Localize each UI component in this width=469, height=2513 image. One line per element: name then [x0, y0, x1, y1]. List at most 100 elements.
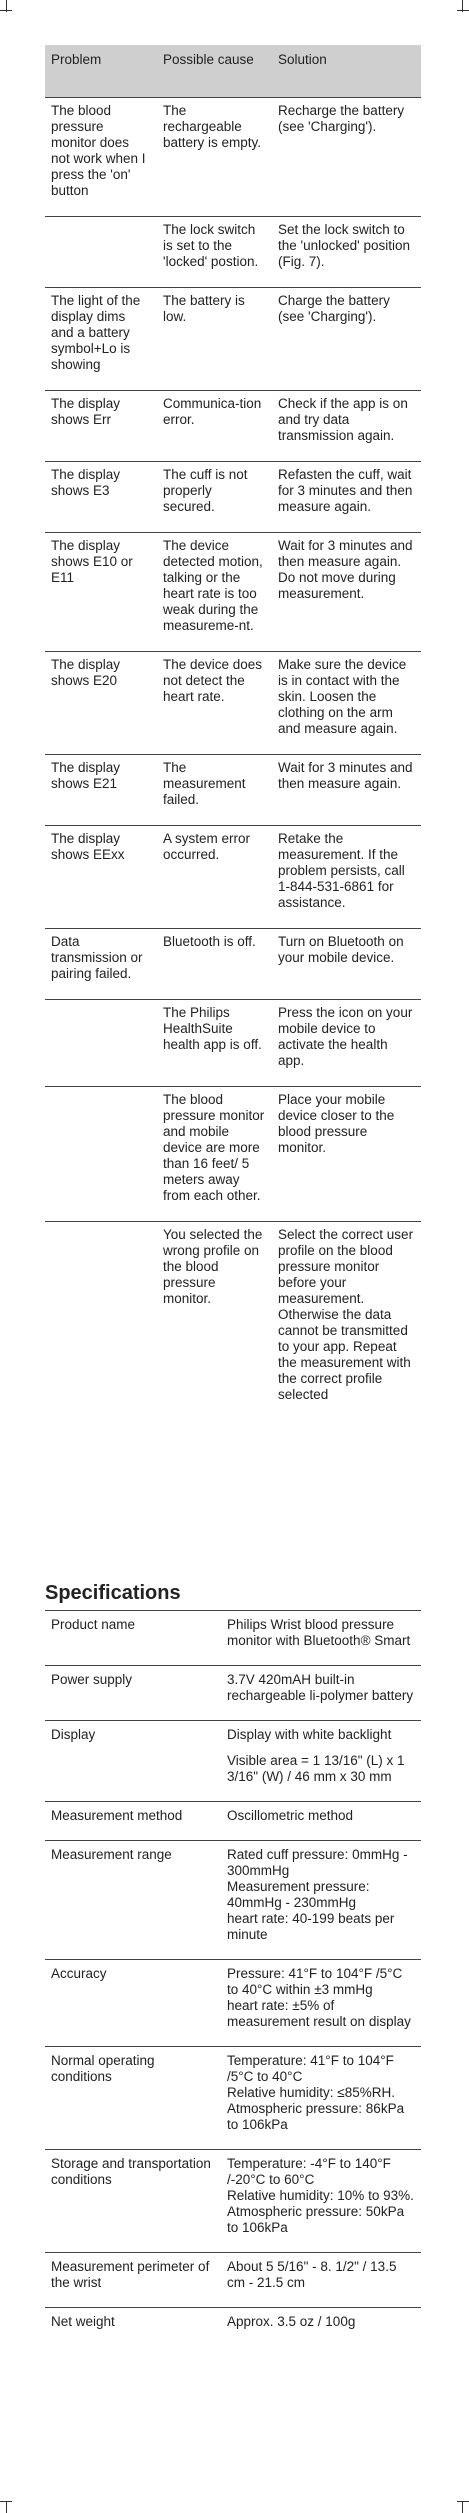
- table-row: The lock switch is set to the 'locked' p…: [45, 216, 421, 288]
- spec-label: Normal operating conditions: [45, 2046, 221, 2150]
- table-row: Data transmission or pairing failed. Blue…: [45, 928, 421, 1000]
- spec-row: Measurement range Rated cuff pressure: 0m…: [45, 1840, 421, 1960]
- table-row: The display shows E3 The cuff is not prop…: [45, 461, 421, 533]
- table-row: The light of the display dims and a batt…: [45, 287, 421, 391]
- solution-cell: Charge the battery (see 'Charging').: [272, 287, 421, 391]
- column-header: Possible cause: [157, 45, 272, 98]
- spec-row: Net weight Approx. 3.5 oz / 100g: [45, 2307, 421, 2346]
- solution-cell: Refasten the cuff, wait for 3 minutes an…: [272, 461, 421, 533]
- header-row: Problem Possible cause Solution: [45, 45, 421, 98]
- spec-line: Temperature: 41°F to 104°F /5°C to 40°C: [227, 2053, 394, 2084]
- spec-label: Product name: [45, 1610, 221, 1666]
- problem-cell: [45, 1221, 157, 1420]
- problem-cell: The display shows Err: [45, 390, 157, 462]
- spec-label: Measurement perimeter of the wrist: [45, 2252, 221, 2308]
- solution-cell: Set the lock switch to the 'unlocked' po…: [272, 216, 421, 288]
- spec-value: Oscillometric method: [221, 1801, 421, 1841]
- spec-row: Display Display with white backlight Visib…: [45, 1720, 421, 1802]
- problem-cell: Data transmission or pairing failed.: [45, 928, 157, 1000]
- crop-mark: [462, 2501, 463, 2513]
- cause-cell: The measurement failed.: [157, 754, 272, 826]
- table-row: The display shows EExx A system error occ…: [45, 825, 421, 929]
- problem-cell: [45, 999, 157, 1087]
- crop-mark: [457, 10, 469, 11]
- crop-mark: [6, 0, 7, 12]
- spec-label: Display: [45, 1720, 221, 1802]
- table-row: The display shows Err Communica-tion erro…: [45, 390, 421, 462]
- spec-row: Measurement perimeter of the wrist About …: [45, 2252, 421, 2308]
- problem-cell: The display shows E21: [45, 754, 157, 826]
- table-row: The blood pressure monitor does not work…: [45, 97, 421, 217]
- solution-cell: Check if the app is on and try data tran…: [272, 390, 421, 462]
- spec-row: Accuracy Pressure: 41°F to 104°F /5°C to …: [45, 1959, 421, 2047]
- cause-cell: Communica-tion error.: [157, 390, 272, 462]
- spec-line: About 5 5/16" - 8. 1/2" / 13.5 cm - 21.5…: [227, 2259, 397, 2290]
- spec-value: Philips Wrist blood pressure monitor wit…: [221, 1610, 421, 1666]
- spec-row: Power supply 3.7V 420mAH built-in recharg…: [45, 1665, 421, 1721]
- table-row: The display shows E21 The measurement fai…: [45, 754, 421, 826]
- spec-line: Display with white backlight: [227, 1727, 392, 1742]
- section-title: Specifications: [45, 1582, 181, 1604]
- spec-line: Pressure: 41°F to 104°F /5°C to 40°C wit…: [227, 1966, 403, 1997]
- cause-cell: The battery is low.: [157, 287, 272, 391]
- spec-line: Visible area = 1 13/16" (L) x 1 3/16" (W…: [227, 1753, 405, 1784]
- solution-cell: Turn on Bluetooth on your mobile device.: [272, 928, 421, 1000]
- spec-value: Display with white backlight Visible area…: [221, 1720, 421, 1802]
- cause-cell: The device detected motion, talking or t…: [157, 532, 272, 652]
- crop-mark: [6, 2501, 7, 2513]
- cause-cell: The cuff is not properly secured.: [157, 461, 272, 533]
- specifications-table: Product name Philips Wrist blood pressure…: [45, 1610, 421, 2346]
- spec-row: Measurement method Oscillometric method: [45, 1801, 421, 1841]
- spec-value: About 5 5/16" - 8. 1/2" / 13.5 cm - 21.5…: [221, 2252, 421, 2308]
- problem-cell: The display shows E20: [45, 651, 157, 755]
- spec-value: 3.7V 420mAH built-in rechargeable li-pol…: [221, 1665, 421, 1721]
- cause-cell: The rechargeable battery is empty.: [157, 97, 272, 217]
- problem-cell: The display shows E3: [45, 461, 157, 533]
- problem-cell: The display shows E10 or E11: [45, 532, 157, 652]
- spec-label: Measurement range: [45, 1840, 221, 1960]
- cause-cell: The device does not detect the heart rat…: [157, 651, 272, 755]
- spec-label: Measurement method: [45, 1801, 221, 1841]
- spec-value: Approx. 3.5 oz / 100g: [221, 2307, 421, 2346]
- spec-row: Normal operating conditions Temperature: …: [45, 2046, 421, 2150]
- problem-cell: [45, 1086, 157, 1222]
- cause-cell: The blood pressure monitor and mobile de…: [157, 1086, 272, 1222]
- column-header: Problem: [45, 45, 157, 98]
- cause-cell: You selected the wrong profile on the bl…: [157, 1221, 272, 1420]
- solution-cell: Place your mobile device closer to the b…: [272, 1086, 421, 1222]
- spec-value: Rated cuff pressure: 0mmHg - 300mmHg Meas…: [221, 1840, 421, 1960]
- spec-label: Power supply: [45, 1665, 221, 1721]
- solution-cell: Retake the measurement. If the problem p…: [272, 825, 421, 929]
- cause-cell: Bluetooth is off.: [157, 928, 272, 1000]
- crop-mark: [457, 2501, 469, 2502]
- troubleshooting-table: Problem Possible cause Solution The blood …: [45, 45, 421, 1420]
- spec-line: Atmospheric pressure: 50kPa to 106kPa: [227, 2204, 405, 2235]
- solution-cell: Press the icon on your mobile device to …: [272, 999, 421, 1087]
- solution-cell: Wait for 3 minutes and then measure agai…: [272, 754, 421, 826]
- spec-value: Temperature: 41°F to 104°F /5°C to 40°C R…: [221, 2046, 421, 2150]
- spec-value: Temperature: -4°F to 140°F /-20°C to 60°…: [221, 2149, 421, 2253]
- spec-line: Relative humidity: ≤85%RH.: [227, 2085, 395, 2100]
- spec-label: Net weight: [45, 2307, 221, 2346]
- spec-line: heart rate: ±5% of measurement result on…: [227, 1998, 411, 2029]
- crop-mark: [0, 2501, 12, 2502]
- problem-cell: The light of the display dims and a batt…: [45, 287, 157, 391]
- spec-label: Storage and transportation conditions: [45, 2149, 221, 2253]
- table-row: You selected the wrong profile on the bl…: [45, 1221, 421, 1420]
- solution-cell: Select the correct user profile on the b…: [272, 1221, 421, 1420]
- problem-cell: [45, 216, 157, 288]
- spec-label: Accuracy: [45, 1959, 221, 2047]
- table-row: The blood pressure monitor and mobile de…: [45, 1086, 421, 1222]
- table-row: The Philips HealthSuite health app is of…: [45, 999, 421, 1087]
- cause-cell: A system error occurred.: [157, 825, 272, 929]
- cause-cell: The Philips HealthSuite health app is of…: [157, 999, 272, 1087]
- spec-line: Temperature: -4°F to 140°F /-20°C to 60°…: [227, 2156, 391, 2187]
- spec-line: Approx. 3.5 oz / 100g: [227, 2314, 356, 2329]
- crop-mark: [462, 0, 463, 12]
- spec-line: Rated cuff pressure: 0mmHg - 300mmHg: [227, 1847, 408, 1878]
- spec-line: Measurement pressure: 40mmHg - 230mmHg: [227, 1879, 370, 1910]
- spec-line: Philips Wrist blood pressure monitor wit…: [227, 1617, 411, 1648]
- table-row: The display shows E20 The device does not…: [45, 651, 421, 755]
- spec-line: heart rate: 40-199 beats per minute: [227, 1911, 395, 1942]
